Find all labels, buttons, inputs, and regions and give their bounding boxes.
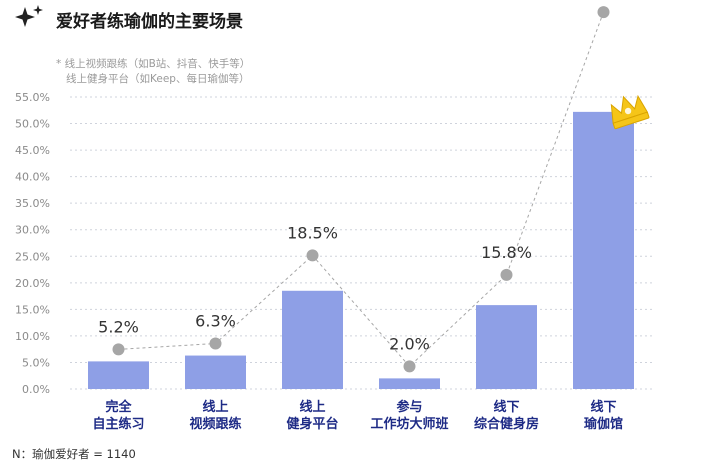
y-tick-label: 10.0% <box>15 330 50 343</box>
category-label: 自主练习 <box>92 416 144 432</box>
data-marker <box>112 343 125 356</box>
data-label: 5.2% <box>98 317 139 336</box>
data-label: 15.8% <box>481 243 532 262</box>
data-labels: 5.2%6.3%18.5%2.0%15.8%52.2% <box>98 223 532 353</box>
markers <box>112 6 610 373</box>
y-tick-label: 45.0% <box>15 144 50 157</box>
bar <box>573 111 634 390</box>
y-tick-label: 40.0% <box>15 171 50 184</box>
data-marker <box>403 360 416 373</box>
y-tick-label: 55.0% <box>15 91 50 104</box>
header: 爱好者练瑜伽的主要场景 <box>15 5 243 32</box>
data-label: 18.5% <box>287 223 338 242</box>
gridlines <box>70 96 652 390</box>
category-label: 视频跟练 <box>189 416 241 432</box>
y-tick-label: 30.0% <box>15 224 50 237</box>
note-line-1: * 线上视频跟练（如B站、抖音、快手等） <box>56 57 250 70</box>
category-label: 综合健身房 <box>474 416 539 432</box>
data-label: 2.0% <box>389 334 430 353</box>
category-label: 线上 <box>299 399 325 415</box>
data-marker <box>597 6 610 19</box>
crown-layer <box>610 94 650 130</box>
y-tick-label: 5.0% <box>22 356 50 369</box>
trend-line-path <box>118 11 604 368</box>
data-marker <box>209 337 222 350</box>
data-marker <box>306 249 319 262</box>
category-label: 线下 <box>493 399 519 415</box>
data-label: 6.3% <box>195 312 236 331</box>
sample-size-footnote: N：瑜伽爱好者 = 1140 <box>12 447 136 461</box>
y-axis-ticks: 0.0% 5.0% 10.0% 15.0% 20.0% 25.0% 30.0% 35.0% 40… <box>15 91 50 396</box>
bar <box>185 355 246 389</box>
category-label: 健身平台 <box>286 416 338 432</box>
category-label: 瑜伽馆 <box>584 416 623 432</box>
y-tick-label: 20.0% <box>15 277 50 290</box>
category-label: 完全 <box>105 399 132 415</box>
bar <box>88 361 149 389</box>
y-tick-label: 0.0% <box>22 383 50 396</box>
crown-icon <box>610 94 650 130</box>
y-tick-label: 35.0% <box>15 197 50 210</box>
y-tick-label: 25.0% <box>15 250 50 263</box>
trend-line <box>118 11 604 368</box>
category-label: 线下 <box>590 399 616 415</box>
bar <box>476 305 537 389</box>
category-label: 参与 <box>396 399 422 415</box>
data-marker <box>500 268 513 281</box>
note-line-2: 线上健身平台（如Keep、每日瑜伽等） <box>66 72 249 85</box>
category-label: 线上 <box>202 399 228 415</box>
y-tick-label: 15.0% <box>15 303 50 316</box>
y-tick-label: 50.0% <box>15 118 50 131</box>
category-label: 工作坊大师班 <box>370 416 448 432</box>
bar <box>282 290 343 389</box>
bars <box>88 111 634 390</box>
sparkle-icon <box>15 5 43 27</box>
bar <box>379 378 440 389</box>
chart-title: 爱好者练瑜伽的主要场景 <box>56 11 243 32</box>
